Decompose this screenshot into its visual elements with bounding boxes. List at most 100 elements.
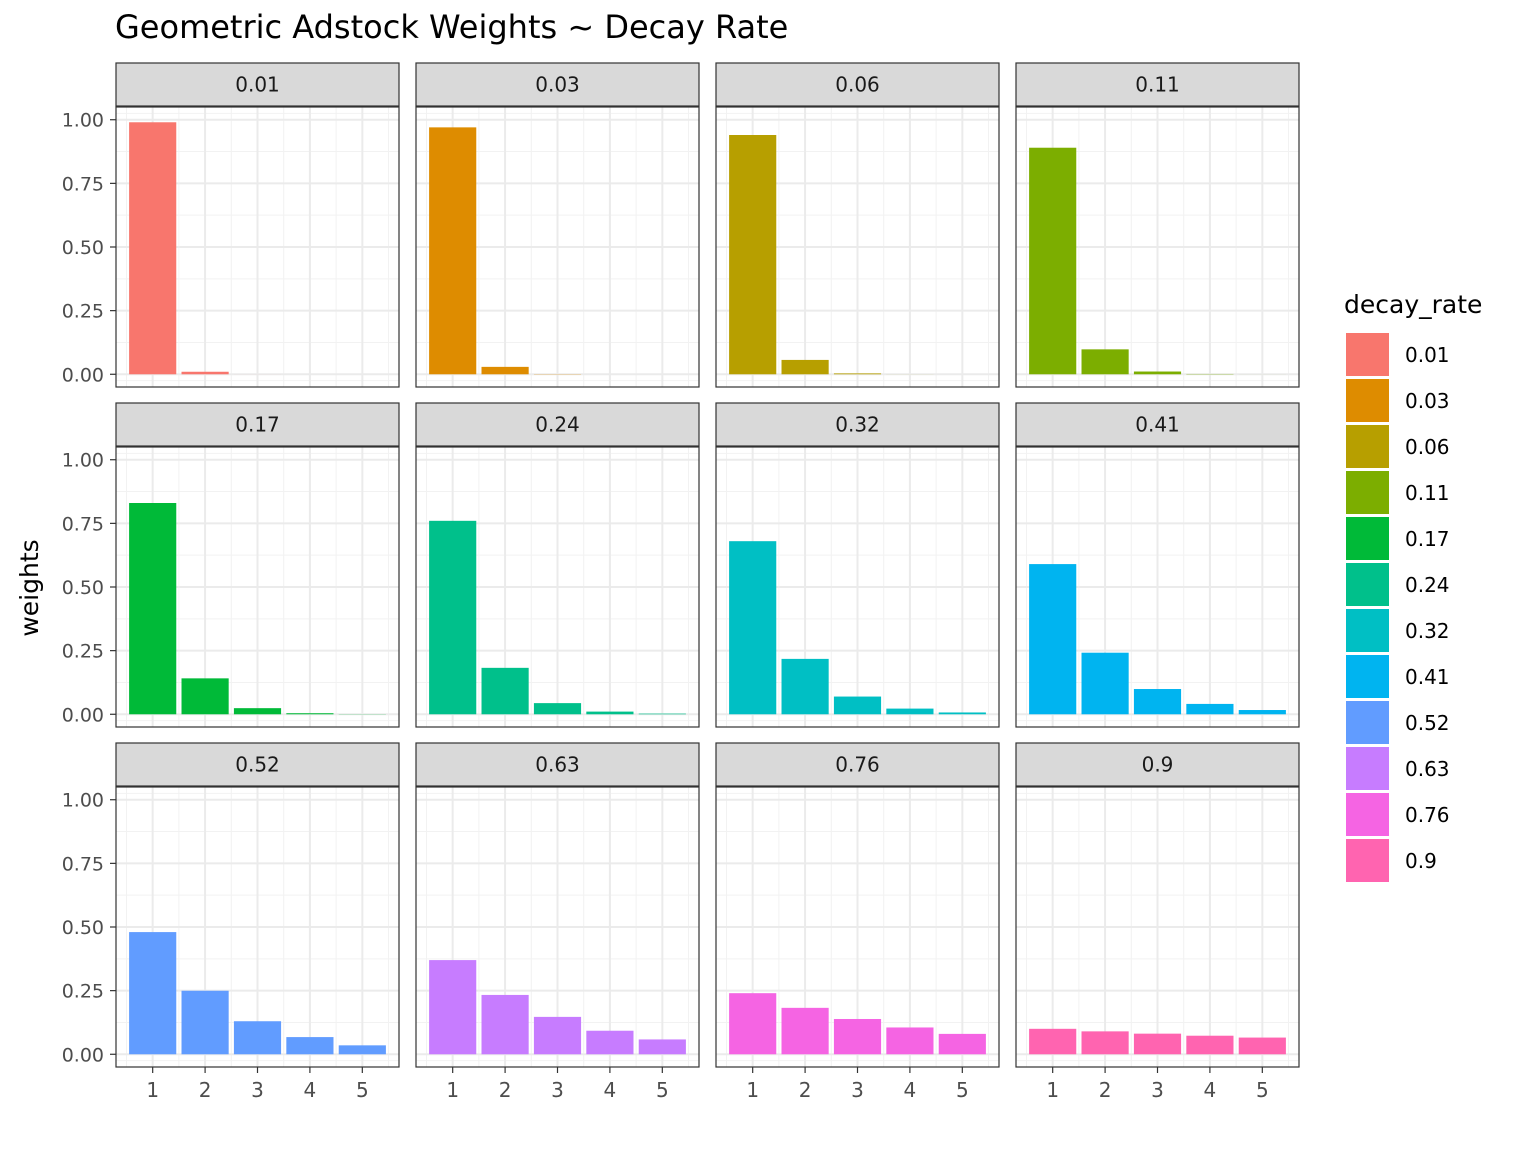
x-tick-label: 2 (1099, 1078, 1112, 1102)
y-axis-title: weights (15, 539, 44, 636)
bar (1029, 564, 1077, 715)
panel-border (415, 446, 700, 728)
bar (1081, 652, 1129, 715)
y-tick-label: 0.00 (62, 704, 104, 726)
bar (781, 359, 829, 375)
panel-border (1015, 446, 1300, 728)
bar (638, 1039, 686, 1055)
bar (481, 667, 529, 715)
legend-key (1346, 563, 1389, 606)
facet-panel: 0.11 (1015, 62, 1300, 388)
bar (338, 1045, 386, 1055)
y-tick-label: 0.25 (62, 981, 104, 1003)
x-tick-label: 5 (1256, 1078, 1269, 1102)
legend-label: 0.41 (1405, 665, 1450, 689)
y-tick-label: 0.25 (62, 641, 104, 663)
bar (1133, 1033, 1182, 1055)
bar (429, 520, 477, 715)
bar (1081, 1031, 1129, 1055)
bar (938, 1033, 986, 1055)
facet-strip (415, 742, 700, 787)
facet-strip (715, 742, 1000, 787)
facet-panel: 0.41 (1015, 402, 1300, 728)
legend-key (1346, 747, 1389, 790)
legend-key (1346, 333, 1389, 376)
bar (938, 712, 986, 715)
facet-strip (115, 62, 400, 107)
y-tick-label: 0.00 (62, 364, 104, 386)
x-tick-label: 2 (499, 1078, 512, 1102)
x-tick-label: 3 (851, 1078, 864, 1102)
bar (586, 1030, 634, 1055)
bar (781, 1007, 829, 1055)
legend-key (1346, 839, 1389, 882)
bar (129, 503, 177, 715)
facet-panels: 0.01 0.00 0.25 0.50 0.75 1.00 0.03 0.06 0.11 0.17… (62, 62, 1300, 1102)
facet-strip (715, 62, 1000, 107)
legend-label: 0.06 (1405, 435, 1450, 459)
x-tick-label: 2 (799, 1078, 812, 1102)
chart-title: Geometric Adstock Weights ~ Decay Rate (115, 8, 789, 46)
facet-strip-label: 0.76 (835, 753, 880, 777)
bar (233, 708, 282, 715)
legend-key (1346, 701, 1389, 744)
bar (181, 678, 229, 715)
facet-strip (115, 402, 400, 447)
x-tick-label: 4 (904, 1078, 917, 1102)
y-tick-label: 0.50 (62, 577, 104, 599)
bar (1133, 371, 1182, 375)
facet-panel: 0.32 (715, 402, 1000, 728)
bar (181, 990, 229, 1055)
x-tick-label: 4 (604, 1078, 617, 1102)
facet-strip (415, 402, 700, 447)
bar (1029, 147, 1077, 375)
facet-strip (115, 742, 400, 787)
facet-panel: 0.76 1 2 3 4 5 (715, 742, 1000, 1102)
bar (638, 713, 686, 715)
bar (129, 932, 177, 1055)
bar (886, 708, 934, 715)
facet-strip-label: 0.17 (235, 413, 280, 437)
bar (886, 1027, 934, 1055)
bar (481, 994, 529, 1055)
bar (429, 960, 477, 1055)
facet-strip (1015, 402, 1300, 447)
legend: decay_rate 0.01 0.03 0.06 0.11 0.17 0.24 0.32 0.… (1344, 290, 1482, 882)
y-tick-label: 1.00 (62, 790, 104, 812)
bar (1186, 703, 1234, 715)
legend-key (1346, 471, 1389, 514)
bar (1029, 1028, 1077, 1055)
bar (1186, 1035, 1234, 1055)
facet-strip (1015, 742, 1300, 787)
legend-label: 0.9 (1405, 849, 1437, 873)
x-tick-label: 4 (1204, 1078, 1217, 1102)
bar (286, 713, 334, 715)
panel-border (415, 106, 700, 388)
panel-border (715, 106, 1000, 388)
x-tick-label: 3 (551, 1078, 564, 1102)
x-tick-label: 5 (956, 1078, 969, 1102)
legend-label: 0.76 (1405, 803, 1450, 827)
legend-label: 0.17 (1405, 527, 1450, 551)
facet-strip-label: 0.11 (1135, 73, 1180, 97)
y-tick-label: 0.75 (62, 513, 104, 535)
bar (429, 127, 477, 375)
bar (781, 658, 829, 715)
legend-key (1346, 609, 1389, 652)
legend-label: 0.63 (1405, 757, 1450, 781)
x-tick-label: 1 (746, 1078, 759, 1102)
bar (833, 1018, 882, 1055)
bar (833, 696, 882, 715)
bar (729, 541, 777, 715)
x-tick-label: 5 (656, 1078, 669, 1102)
y-tick-label: 0.25 (62, 301, 104, 323)
legend-label: 0.11 (1405, 481, 1450, 505)
y-tick-label: 0.00 (62, 1044, 104, 1066)
facet-panel: 0.9 1 2 3 4 5 (1015, 742, 1300, 1102)
x-tick-label: 2 (199, 1078, 212, 1102)
facet-strip (715, 402, 1000, 447)
bar (729, 135, 777, 375)
facet-panel: 0.52 0.00 0.25 0.50 0.75 1.00 1 2 3 4 5 (62, 742, 400, 1102)
facet-strip-label: 0.03 (535, 73, 580, 97)
